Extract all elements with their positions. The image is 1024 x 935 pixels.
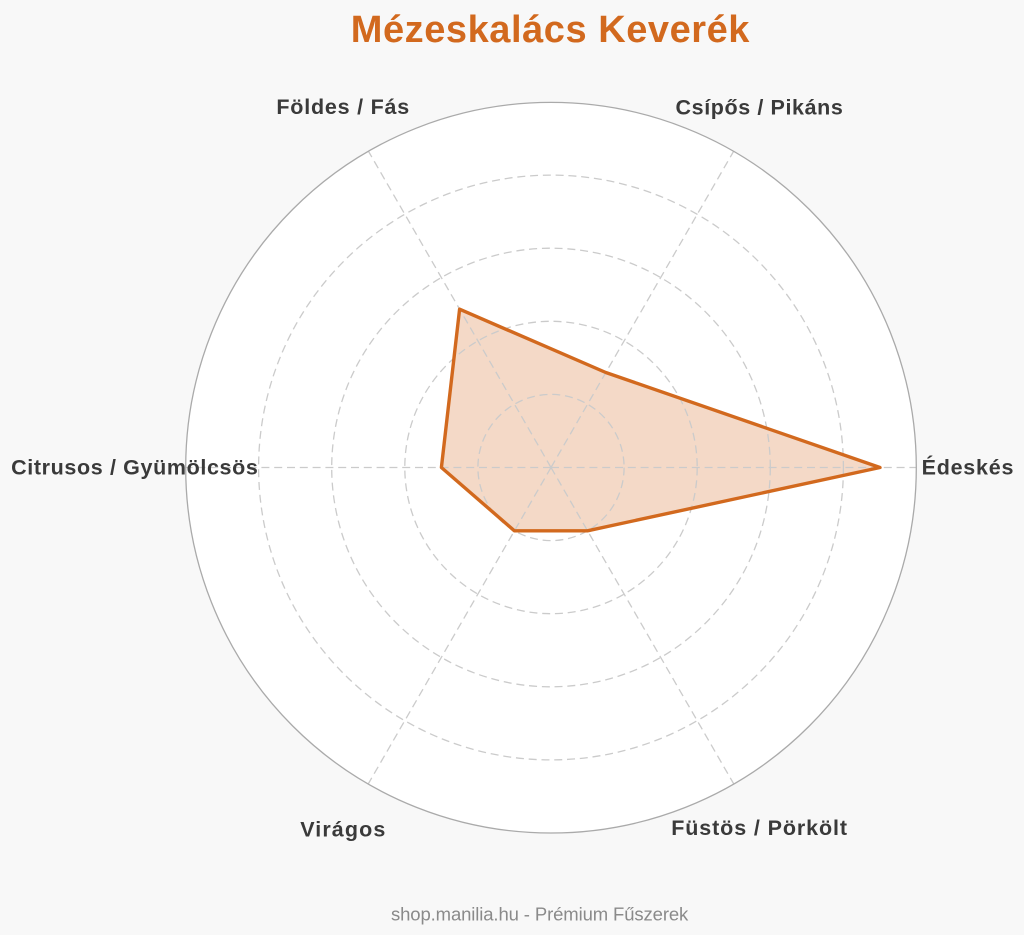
svg-text:Csípős / Pikáns: Csípős / Pikáns — [676, 96, 844, 120]
svg-text:Édeskés: Édeskés — [922, 454, 1015, 479]
svg-text:Virágos: Virágos — [300, 817, 386, 841]
svg-text:shop.manilia.hu - Prémium Fűsz: shop.manilia.hu - Prémium Fűszerek — [391, 903, 689, 924]
svg-text:Földes / Fás: Földes / Fás — [276, 95, 410, 119]
svg-text:Füstös / Pörkölt: Füstös / Pörkölt — [671, 816, 848, 840]
svg-text:Citrusos / Gyümölcsös: Citrusos / Gyümölcsös — [11, 455, 258, 479]
svg-text:Mézeskalács Keverék: Mézeskalács Keverék — [351, 9, 751, 51]
